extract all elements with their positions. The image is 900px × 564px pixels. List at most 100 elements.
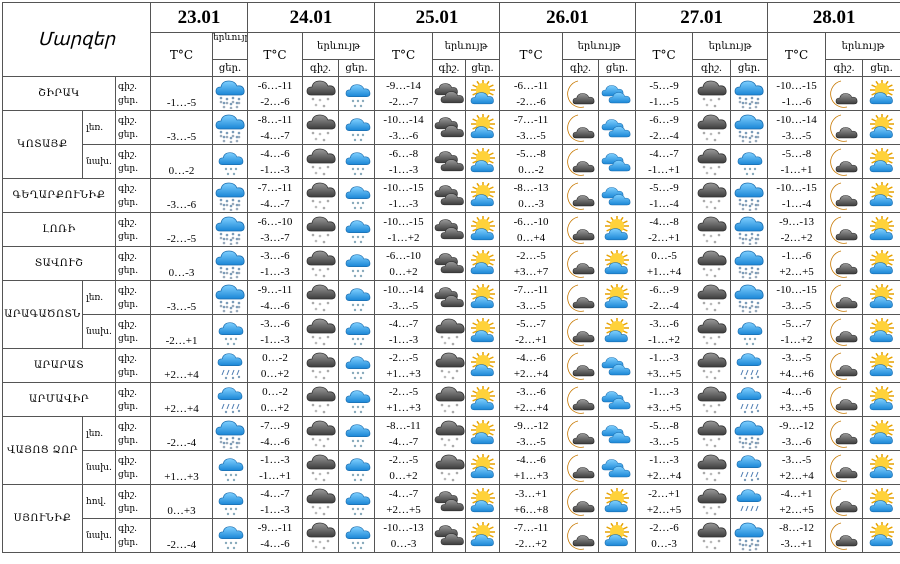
day-label: ցեր.: [118, 333, 139, 344]
sun-cloud-icon: [862, 280, 900, 315]
moon-cloud-icon: [825, 416, 864, 451]
day-temperature: +1…+3: [513, 469, 549, 482]
night-label: գիշ.: [118, 319, 137, 330]
night-temperature: -4…-6: [516, 351, 546, 364]
sun-cloud-icon: [465, 246, 501, 281]
day-temperature: -3…+1: [780, 537, 813, 550]
night-temperature: -1…-3: [649, 385, 679, 398]
temperature-cell: -1…-3 +2…+4: [635, 450, 694, 485]
moon-cloud-icon: [562, 76, 600, 111]
temperature-cell: -1…-3 +3…+5: [635, 382, 694, 417]
moon-cloud-icon: [825, 280, 864, 315]
temperature-cell: -5…-7 -2…+1: [499, 314, 564, 349]
night-temperature: -1…-6: [781, 249, 812, 262]
dark-snow-icon: [692, 212, 732, 247]
temperature-cell: -6…-9 -2…-4: [635, 280, 694, 315]
day-temperature: -1…-3: [388, 163, 419, 176]
dark-cloud-icon: [432, 280, 467, 315]
dark-snow-icon: [432, 348, 467, 383]
sun-cloud-icon: [465, 280, 501, 315]
night-temperature: -5…-7: [516, 317, 546, 330]
night-temperature: -7…-11: [513, 521, 549, 534]
rain-snow-icon: [212, 348, 249, 383]
day-temperature: -3…-5: [781, 129, 812, 142]
rain-snow-icon: [730, 450, 769, 485]
day-temperature: -4…-6: [260, 435, 290, 448]
night-day-labels: գիշ. ցեր.: [114, 484, 152, 519]
night-label: գիշ.: [118, 387, 137, 398]
night-temperature: -9…-12: [513, 419, 549, 432]
temperature-cell: -2…-5 +1…+3: [374, 348, 434, 383]
night-day-labels: գիշ. ցեր.: [114, 450, 152, 485]
temperature-cell: -1…-6 +2…+5: [767, 246, 827, 281]
day-temperature: -2…-4: [649, 299, 679, 312]
table-row: ՇԻՐԱԿ գիշ. ցեր. -1…-5 -6…-11 -2…-6 -9…-14 -2…-7…: [2, 76, 900, 111]
light-snow-icon: [338, 280, 376, 315]
phenomenon-header: երևույթ: [825, 32, 900, 60]
rain-snow-icon: [212, 382, 249, 417]
temperature-cell: -3…-5 +2…+4: [767, 450, 827, 485]
sun-cloud-icon: [465, 416, 501, 451]
phenomenon-header: երևույթ: [562, 32, 637, 60]
day-temperature: -1…-6: [781, 95, 812, 108]
day-temperature: -2…+2: [515, 537, 547, 550]
temperature-cell: -4…-6 +2…+4: [499, 348, 564, 383]
table-row: ԳԵՂԱՐՔՈՒՆԻՔ գիշ. ցեր. -3…-6 -7…-11 -4…-7 -10…-…: [2, 178, 900, 213]
sun-cloud-icon: [465, 178, 501, 213]
light-snow-icon: [338, 348, 376, 383]
day-temperature: +3…+5: [646, 367, 682, 380]
blue-clouds-icon: [598, 110, 637, 145]
night-temperature: -9…-11: [257, 521, 293, 534]
sun-cloud-icon: [598, 280, 637, 315]
dark-snow-icon: [432, 382, 467, 417]
night-temperature: -10…-13: [383, 521, 424, 534]
dark-cloud-icon: [432, 144, 467, 179]
temperature: -2…+1: [150, 314, 214, 349]
dark-snow-icon: [692, 416, 732, 451]
temperature-cell: -4…-6 +1…+3: [499, 450, 564, 485]
moon-cloud-icon: [562, 246, 600, 281]
heavy-snow-icon: [730, 110, 769, 145]
night-temperature: -10…-15: [383, 181, 424, 194]
moon-cloud-icon: [825, 144, 864, 179]
sun-cloud-icon: [862, 76, 900, 111]
temperature-cell: -3…+1 +6…+8: [499, 484, 564, 519]
day-label: ցեր.: [118, 265, 139, 276]
day-header: ցեր.: [862, 59, 900, 77]
dark-snow-icon: [692, 348, 732, 383]
moon-cloud-icon: [825, 450, 864, 485]
dark-snow-icon: [302, 76, 340, 111]
region-name: ԱՐՄԱՎԻՐ: [2, 382, 116, 417]
light-snow-icon: [338, 382, 376, 417]
day-temperature: -2…+2: [780, 231, 813, 244]
night-temperature: -1…-3: [260, 453, 290, 466]
temp-header: T°C: [499, 32, 564, 77]
heavy-snow-icon: [212, 212, 249, 247]
night-temperature: -4…-6: [516, 453, 546, 466]
temperature-cell: -2…-6 0…-3: [635, 518, 694, 553]
temperature-cell: 0…-2 0…+2: [247, 382, 304, 417]
night-temperature: -4…-7: [388, 317, 419, 330]
light-snow-icon: [212, 144, 249, 179]
sun-cloud-icon: [598, 246, 637, 281]
temperature-cell: -10…-14 -3…-6: [374, 110, 434, 145]
dark-snow-icon: [302, 348, 340, 383]
light-snow-icon: [730, 144, 769, 179]
temperature-cell: -10…-15 -1…+2: [374, 212, 434, 247]
night-label: գիշ.: [118, 149, 137, 160]
subregion-label: լեռ.: [82, 280, 116, 315]
day-temperature: -3…-6: [388, 129, 419, 142]
table-row: ԱՐՄԱՎԻՐ գիշ. ցեր. +2…+4 0…-2 0…+2 -2…-5 +1…+3 -3…: [2, 382, 900, 417]
light-snow-icon: [212, 450, 249, 485]
phenomenon-header: երևույթ: [302, 32, 376, 60]
subregion-label: լեռ.: [82, 416, 116, 451]
date-header: 23.01: [150, 2, 249, 33]
temperature-cell: -6…-9 -2…-4: [635, 110, 694, 145]
night-temperature: -9…-14: [386, 79, 421, 92]
day-temperature: -3…-5: [516, 129, 546, 142]
dark-snow-icon: [302, 280, 340, 315]
day-temperature: 0…-3: [518, 197, 544, 210]
heavy-snow-icon: [212, 416, 249, 451]
night-temperature: -8…-11: [386, 419, 421, 432]
night-temperature: -6…-8: [388, 147, 419, 160]
